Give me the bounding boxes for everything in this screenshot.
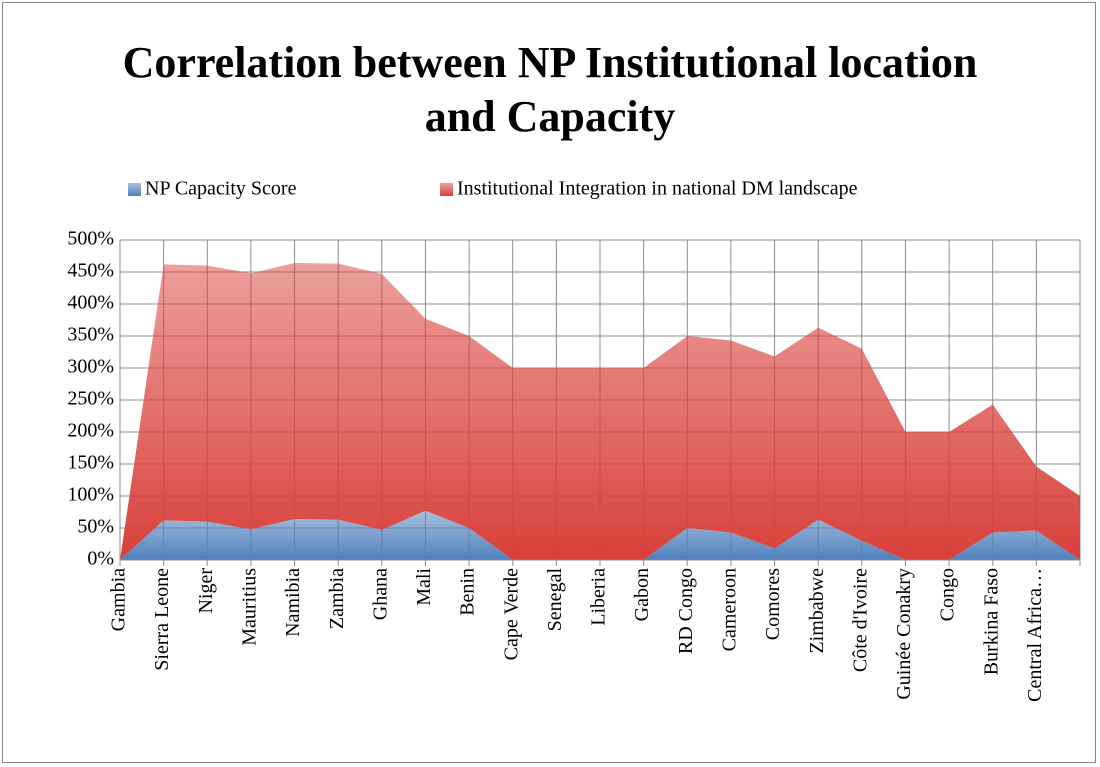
- legend-label: Institutional Integration in national DM…: [457, 178, 858, 200]
- legend-label: NP Capacity Score: [145, 178, 297, 200]
- y-tick-label: 500%: [67, 228, 114, 250]
- area: [120, 510, 1080, 560]
- chart-title: Correlation between NP Institutional loc…: [122, 38, 978, 141]
- x-tick-label: Ghana: [369, 568, 391, 620]
- y-tick-label: 400%: [67, 292, 114, 314]
- x-tick-label: Cameroon: [719, 568, 741, 651]
- x-tick-label: Central Africa…: [1024, 568, 1046, 702]
- x-tick-label: Niger: [195, 568, 217, 614]
- x-tick-label: Gambia: [108, 568, 130, 631]
- x-tick-label: Burkina Faso: [980, 568, 1002, 675]
- y-tick-label: 150%: [67, 452, 114, 474]
- x-tick-label: RD Congo: [675, 568, 697, 654]
- legend-swatch: [440, 183, 453, 196]
- x-tick-label: Guinée Conakry: [893, 568, 915, 700]
- x-tick-label: Zambia: [326, 568, 348, 629]
- y-tick-label: 50%: [77, 516, 114, 538]
- legend-swatch: [128, 183, 141, 196]
- x-tick-label: Congo: [937, 568, 959, 621]
- x-tick-label: Côte d'Ivoire: [849, 568, 871, 672]
- y-tick-label: 450%: [67, 260, 114, 282]
- x-tick-label: Benin: [457, 568, 479, 616]
- x-tick-label: Senegal: [544, 568, 566, 632]
- x-tick-label: Mali: [413, 568, 435, 606]
- x-tick-label: Namibia: [282, 568, 304, 637]
- y-tick-label: 100%: [67, 484, 114, 506]
- y-tick-label: 250%: [67, 388, 114, 410]
- x-tick-label: Comores: [762, 568, 784, 640]
- y-tick-label: 350%: [67, 324, 114, 346]
- y-tick-label: 300%: [67, 356, 114, 378]
- area: [120, 263, 1080, 560]
- x-tick-label: Gabon: [631, 568, 653, 621]
- x-tick-label: Sierra Leone: [151, 568, 173, 671]
- x-tick-label: Zimbabwe: [806, 568, 828, 654]
- y-tick-label: 0%: [87, 548, 114, 570]
- x-tick-label: Liberia: [588, 568, 610, 626]
- x-tick-label: Mauritius: [239, 568, 261, 646]
- x-tick-label: Cape Verde: [500, 568, 522, 660]
- y-tick-label: 200%: [67, 420, 114, 442]
